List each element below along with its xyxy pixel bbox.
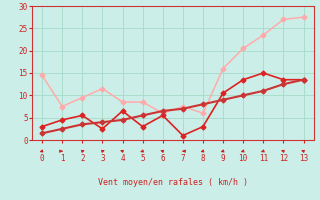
- X-axis label: Vent moyen/en rafales ( km/h ): Vent moyen/en rafales ( km/h ): [98, 178, 248, 187]
